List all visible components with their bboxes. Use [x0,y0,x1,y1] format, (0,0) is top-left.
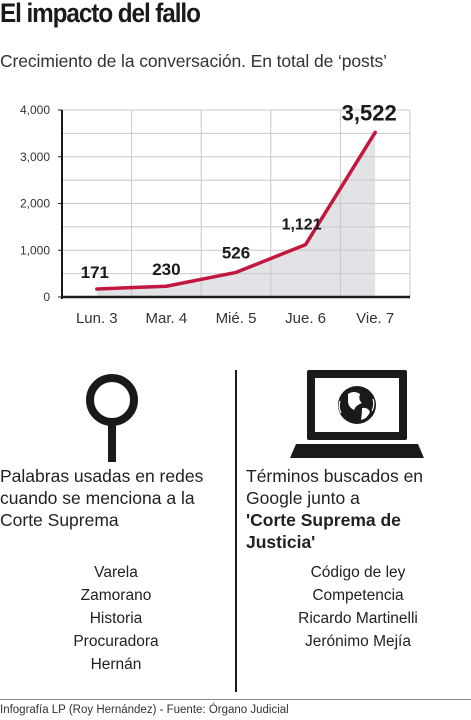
x-tick-label: Lun. 3 [76,310,118,327]
google-terms-heading-bold: 'Corte Suprema de Justicia' [246,510,401,552]
y-tick-label: 4,000 [20,103,50,117]
google-terms-list: Código de ley Competencia Ricardo Martin… [245,561,471,653]
area-fill [96,132,376,297]
list-item: Ricardo Martinelli [298,610,418,627]
data-label: 526 [222,243,250,262]
panel-divider [235,370,237,692]
list-item: Competencia [312,587,404,604]
x-tick-label: Jue. 6 [285,310,326,327]
y-tick-label: 0 [43,290,50,304]
google-terms-heading-plain: Términos buscados en Google junto a [246,466,424,508]
data-label: 1,121 [282,217,322,234]
list-item: Historia [89,610,143,627]
y-tick-label: 1,000 [20,243,50,257]
posts-area-chart: 0 1,000 2,000 3,000 4,000 Lun. 3 Mar. 4 Mié. 5 J… [20,100,411,327]
list-item: Jerónimo Mejía [305,633,411,650]
chart-subtitle: Crecimiento de la conversación. En total… [0,51,387,71]
y-tick-label: 3,000 [20,150,50,164]
social-words-list: Varela Zamorano Historia Procuradora Her… [0,561,232,676]
social-words-heading: Palabras usadas en redes cuando se menci… [0,466,204,530]
data-label: 230 [152,260,180,279]
list-item: Procuradora [73,633,159,650]
data-label: 3,522 [342,100,397,125]
list-item: Zamorano [80,587,152,604]
data-label: 171 [81,263,109,282]
list-item: Código de ley [310,564,406,581]
magnifier-icon [86,374,138,462]
list-item: Hernán [90,656,142,673]
page-title: El impacto del fallo [0,0,201,28]
x-tick-label: Mié. 5 [216,310,257,327]
x-tick-label: Vie. 7 [356,310,394,327]
footer-rule [0,699,471,700]
list-item: Varela [94,564,138,581]
source-credit: Infografía LP (Roy Hernández) - Fuente: … [0,704,289,716]
google-terms-heading: Términos buscados en Google junto a 'Cor… [246,465,471,553]
x-tick-label: Mar. 4 [146,310,188,327]
y-tick-label: 2,000 [20,197,50,211]
computer-globe-icon [290,370,424,458]
